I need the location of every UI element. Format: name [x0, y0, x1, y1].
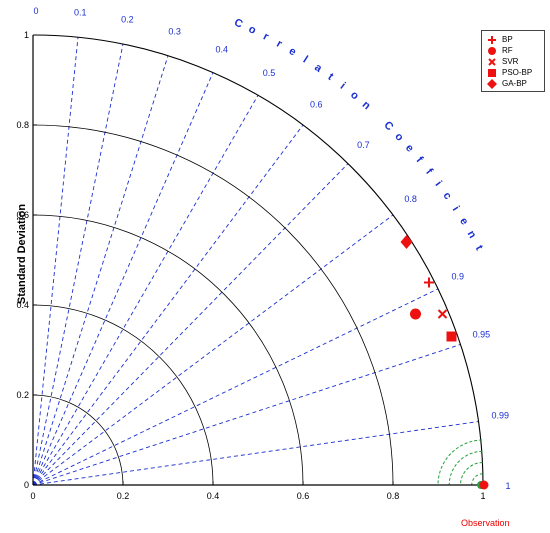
x-tick-label-0: 0 — [30, 491, 35, 501]
corr-label-2: 0.2 — [121, 15, 134, 25]
legend-label-bp: BP — [502, 35, 513, 44]
rmsd-arc-2 — [448, 450, 483, 485]
corr-title-char-12: C — [381, 119, 395, 133]
corr-title-char-15: f — [414, 155, 426, 166]
x-tick-label-1: 0.2 — [117, 491, 130, 501]
y-tick-label-1: 0.2 — [16, 390, 29, 400]
corr-line-11 — [32, 421, 479, 486]
corr-line-1 — [32, 37, 79, 486]
corr-label-12: 1 — [505, 481, 510, 491]
corr-title-char-14: e — [403, 142, 416, 155]
corr-label-0: 0 — [33, 6, 38, 16]
corr-label-8: 0.8 — [404, 194, 417, 204]
point-bp — [424, 277, 434, 288]
legend-item-ga-bp: GA-BP — [486, 78, 542, 89]
plus-icon — [488, 35, 496, 44]
legend-item-svr: SVR — [486, 56, 542, 67]
corr-title-char-0: C — [232, 17, 244, 31]
legend-label-pso-bp: PSO-BP — [502, 68, 533, 77]
legend-label-rf: RF — [502, 46, 513, 55]
corr-title-char-18: c — [440, 190, 453, 202]
y-tick-label-0: 0 — [24, 480, 29, 490]
corr-title-char-8: i — [338, 80, 348, 91]
y-tick-label-5: 1 — [24, 30, 29, 40]
std-arc-4 — [32, 34, 484, 486]
corr-title-char-13: o — [392, 131, 406, 144]
std-arc-1 — [32, 304, 214, 486]
corr-line-3 — [32, 55, 169, 486]
point-pso-bp — [446, 331, 457, 342]
legend: BP RF SVR PSO-BP GA-BP — [481, 30, 545, 92]
corr-title-char-7: t — [325, 71, 335, 83]
y-axis-label: Standard Deviation — [16, 203, 28, 305]
corr-label-6: 0.6 — [310, 99, 323, 109]
point-rf — [410, 308, 421, 320]
corr-title-char-5: l — [301, 54, 310, 66]
corr-line-2 — [32, 44, 124, 486]
legend-item-pso-bp: PSO-BP — [486, 67, 542, 78]
std-arc-3 — [32, 124, 394, 486]
corr-line-9 — [32, 288, 439, 486]
point-svr — [437, 309, 448, 319]
point-ga-bp — [400, 235, 413, 249]
corr-label-11: 0.99 — [492, 410, 510, 420]
corr-line-10 — [32, 344, 461, 486]
corr-line-4 — [32, 72, 214, 486]
rmsd-arc-3 — [437, 439, 483, 485]
corr-label-3: 0.3 — [168, 27, 181, 37]
corr-title-char-2: r — [261, 31, 271, 44]
corr-line-5 — [32, 95, 259, 486]
square-icon — [488, 68, 496, 77]
corr-title-char-19: i — [450, 204, 462, 213]
x-tick-label-2: 0.4 — [207, 491, 220, 501]
corr-title-char-22: t — [473, 243, 485, 252]
y-tick-label-3: 0.6 — [16, 210, 29, 220]
diamond-icon — [487, 78, 497, 89]
x-tick-label-4: 0.8 — [387, 491, 400, 501]
corr-title-char-9: o — [348, 89, 361, 103]
corr-title-char-3: r — [274, 38, 284, 51]
corr-title-char-1: o — [247, 23, 259, 37]
observation-marker — [479, 480, 489, 490]
corr-line-7 — [32, 163, 349, 486]
y-tick-label-4: 0.8 — [16, 120, 29, 130]
y-tick-label-2: 0.4 — [16, 300, 29, 310]
observation-label: Observation — [461, 518, 510, 528]
corr-title-char-16: f — [423, 166, 435, 177]
corr-label-4: 0.4 — [216, 44, 229, 54]
corr-label-10: 0.95 — [473, 330, 491, 340]
corr-line-8 — [32, 214, 394, 486]
circle-icon — [488, 46, 496, 55]
legend-item-bp: BP — [486, 34, 542, 45]
corr-title-char-6: a — [312, 61, 325, 75]
legend-label-svr: SVR — [502, 57, 519, 66]
std-arc-0 — [32, 394, 124, 486]
corr-label-7: 0.7 — [357, 140, 370, 150]
x-mark-icon — [488, 57, 496, 66]
corr-title-char-21: n — [465, 229, 479, 241]
corr-title-char-4: e — [287, 45, 298, 58]
corr-title-char-20: e — [457, 216, 470, 227]
corr-label-1: 0.1 — [74, 7, 87, 17]
x-tick-label-3: 0.6 — [297, 491, 310, 501]
legend-label-ga-bp: GA-BP — [502, 79, 527, 88]
legend-item-rf: RF — [486, 45, 542, 56]
rmsd-arc-1 — [460, 462, 483, 485]
corr-title-char-17: i — [433, 179, 444, 189]
corr-line-6 — [32, 124, 304, 486]
rmsd-arc-0 — [471, 473, 483, 485]
std-arc-2 — [32, 214, 304, 486]
corr-label-9: 0.9 — [452, 271, 465, 281]
corr-title-char-10: n — [360, 99, 373, 113]
x-tick-label-5: 1 — [480, 491, 485, 501]
corr-label-5: 0.5 — [263, 68, 276, 78]
